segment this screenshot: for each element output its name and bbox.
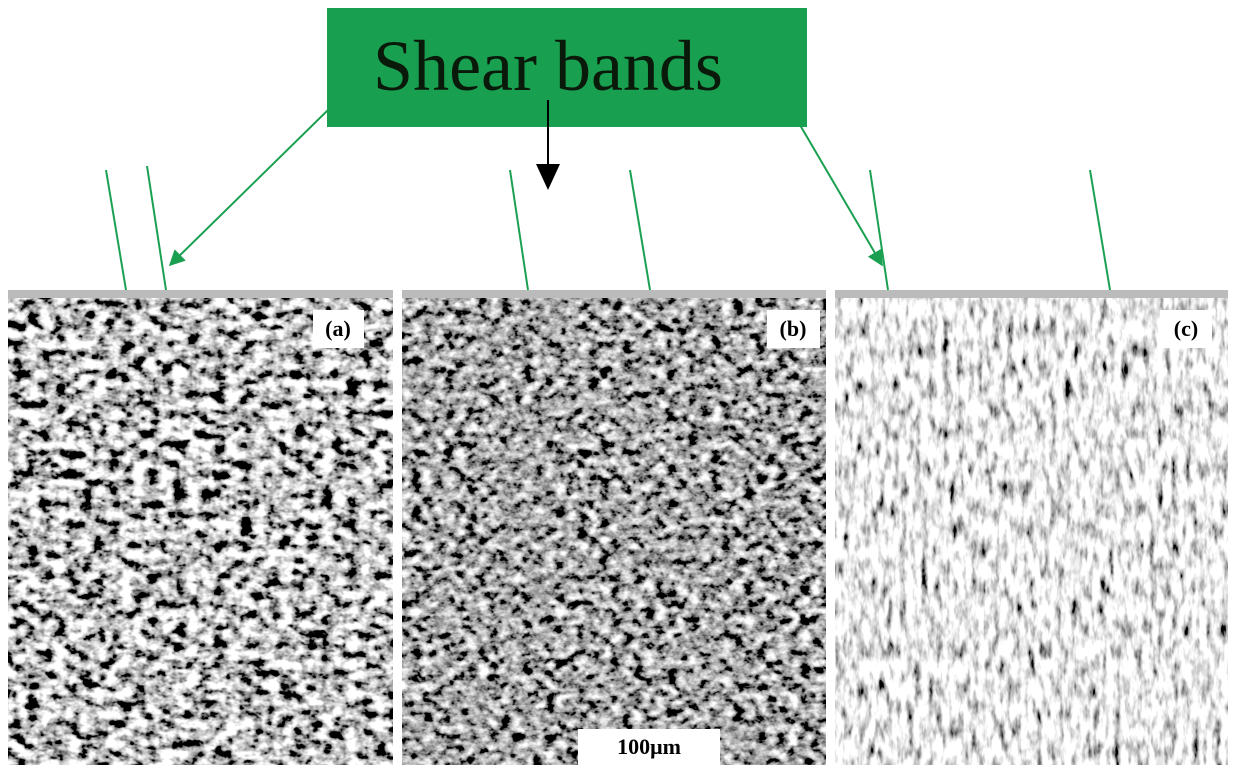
panel-label: (a): [325, 316, 351, 341]
pointer-arrow: [170, 110, 328, 265]
panel-c-texture: [835, 290, 1228, 765]
figure: Shear bands (a) (b) (c) 100μm: [0, 0, 1234, 765]
band-line: [870, 170, 888, 290]
down-arrow-head: [536, 164, 560, 190]
panel-c: [835, 290, 1228, 765]
panel-a-texture: [8, 290, 393, 765]
band-line: [1090, 170, 1110, 290]
panel-a-edge: [8, 290, 393, 298]
scale-bar-label: 100μm: [617, 734, 681, 759]
panel-b-edge: [402, 290, 826, 298]
band-line: [630, 170, 650, 290]
band-line: [510, 170, 528, 290]
panel-b: [402, 290, 826, 765]
title: Shear bands: [373, 26, 723, 106]
panel-label: (c): [1174, 316, 1198, 341]
band-line: [106, 170, 126, 290]
panel-a: [8, 290, 393, 765]
band-line: [147, 166, 166, 290]
pointer-arrow: [800, 125, 882, 265]
panel-c-edge: [835, 290, 1228, 298]
band-lines: [106, 110, 1110, 290]
page: Shear bands (a) (b) (c) 100μm (() => { c…: [0, 0, 1234, 765]
panel-b-texture: [402, 290, 826, 765]
panel-label: (b): [780, 316, 807, 341]
